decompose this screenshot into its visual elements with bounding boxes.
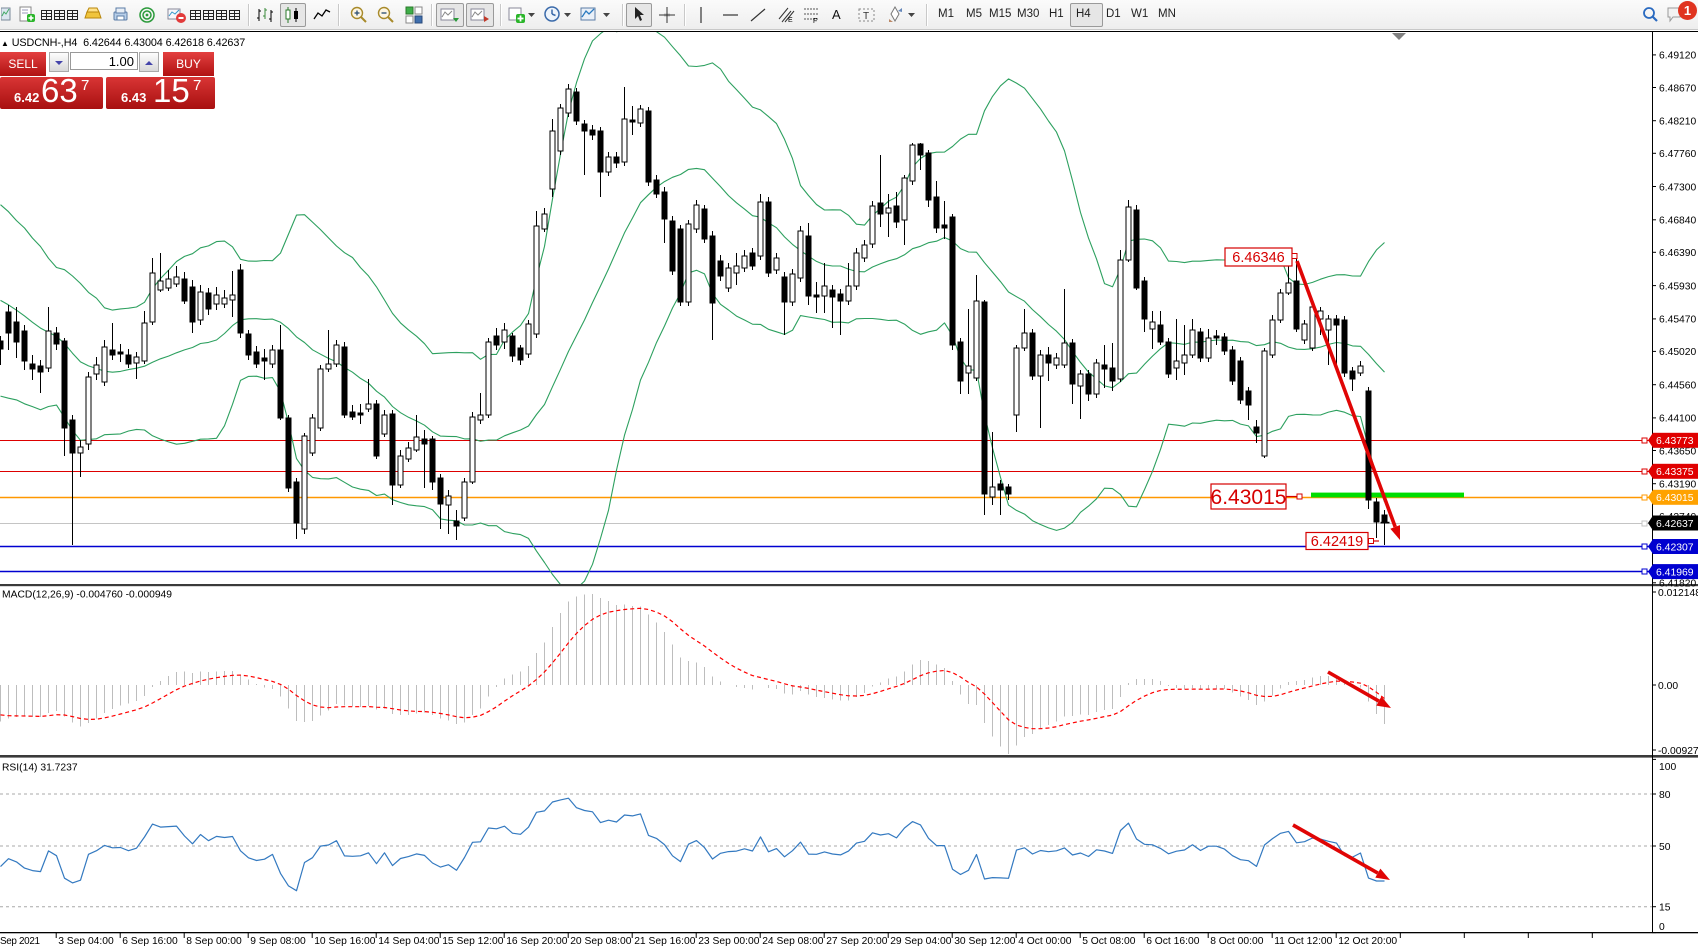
svg-text:6.43015: 6.43015: [1211, 486, 1287, 509]
svg-text:11 Oct 12:00: 11 Oct 12:00: [1274, 936, 1332, 947]
svg-text:23 Sep 00:00: 23 Sep 00:00: [698, 936, 760, 947]
svg-text:6.43773: 6.43773: [1656, 436, 1694, 447]
svg-text:6.45930: 6.45930: [1659, 281, 1696, 292]
svg-text:6 Sep 16:00: 6 Sep 16:00: [122, 936, 178, 947]
svg-text:6.41820: 6.41820: [1659, 579, 1696, 590]
svg-text:29 Sep 04:00: 29 Sep 04:00: [890, 936, 952, 947]
svg-text:21 Sep 16:00: 21 Sep 16:00: [634, 936, 696, 947]
svg-text:5 Oct 08:00: 5 Oct 08:00: [1082, 936, 1136, 947]
svg-text:6.43650: 6.43650: [1659, 446, 1696, 457]
svg-text:6.43015: 6.43015: [1656, 493, 1694, 504]
svg-text:6.46840: 6.46840: [1659, 216, 1696, 227]
svg-text:6.46390: 6.46390: [1659, 248, 1696, 259]
svg-text:10 Sep 16:00: 10 Sep 16:00: [314, 936, 376, 947]
svg-text:80: 80: [1659, 790, 1671, 801]
svg-text:6.45020: 6.45020: [1659, 347, 1696, 358]
svg-text:6.45470: 6.45470: [1659, 315, 1696, 326]
svg-text:6.46346: 6.46346: [1232, 250, 1284, 266]
svg-text:6.44100: 6.44100: [1659, 414, 1696, 425]
svg-text:24 Sep 08:00: 24 Sep 08:00: [762, 936, 824, 947]
svg-text:16 Sep 20:00: 16 Sep 20:00: [506, 936, 568, 947]
svg-text:8 Oct 00:00: 8 Oct 00:00: [1210, 936, 1264, 947]
svg-text:9 Sep 08:00: 9 Sep 08:00: [250, 936, 306, 947]
svg-text:0.012148: 0.012148: [1658, 588, 1698, 599]
svg-text:3 Sep 04:00: 3 Sep 04:00: [58, 936, 114, 947]
svg-text:MACD(12,26,9) -0.004760 -0.000: MACD(12,26,9) -0.004760 -0.000949: [2, 590, 172, 601]
svg-text:6.41969: 6.41969: [1656, 568, 1694, 579]
svg-text:6.48210: 6.48210: [1659, 117, 1696, 128]
svg-text:14 Sep 04:00: 14 Sep 04:00: [378, 936, 440, 947]
svg-text:6.43375: 6.43375: [1656, 467, 1694, 478]
svg-text:8 Sep 00:00: 8 Sep 00:00: [186, 936, 242, 947]
svg-text:Sep 2021: Sep 2021: [0, 936, 40, 947]
svg-text:F: F: [813, 18, 817, 24]
svg-text:4 Oct 00:00: 4 Oct 00:00: [1018, 936, 1072, 947]
svg-text:6.48670: 6.48670: [1659, 83, 1696, 94]
svg-text:6.49120: 6.49120: [1659, 51, 1696, 62]
svg-text:6 Oct 16:00: 6 Oct 16:00: [1146, 936, 1200, 947]
svg-text:6.43190: 6.43190: [1659, 480, 1696, 491]
svg-text:6.42637: 6.42637: [1656, 519, 1694, 530]
svg-text:6.47760: 6.47760: [1659, 149, 1696, 160]
svg-text:15: 15: [1659, 903, 1671, 914]
svg-text:E: E: [788, 17, 793, 24]
svg-text:27 Sep 20:00: 27 Sep 20:00: [826, 936, 888, 947]
svg-text:6.44560: 6.44560: [1659, 381, 1696, 392]
svg-text:6.47300: 6.47300: [1659, 182, 1696, 193]
svg-text:6.42307: 6.42307: [1656, 542, 1694, 553]
svg-text:15 Sep 12:00: 15 Sep 12:00: [442, 936, 504, 947]
svg-text:T: T: [863, 11, 869, 22]
svg-text:50: 50: [1659, 842, 1671, 853]
svg-text:RSI(14) 31.7237: RSI(14) 31.7237: [2, 763, 78, 774]
svg-text:0.00: 0.00: [1658, 681, 1678, 692]
svg-text:30 Sep 12:00: 30 Sep 12:00: [954, 936, 1016, 947]
svg-text:100: 100: [1659, 762, 1676, 773]
svg-text:6.42419: 6.42419: [1311, 534, 1363, 550]
svg-text:12 Oct 20:00: 12 Oct 20:00: [1338, 936, 1397, 947]
svg-text:-0.00927: -0.00927: [1658, 746, 1698, 757]
svg-text:20 Sep 08:00: 20 Sep 08:00: [570, 936, 632, 947]
svg-text:0: 0: [1659, 922, 1665, 933]
